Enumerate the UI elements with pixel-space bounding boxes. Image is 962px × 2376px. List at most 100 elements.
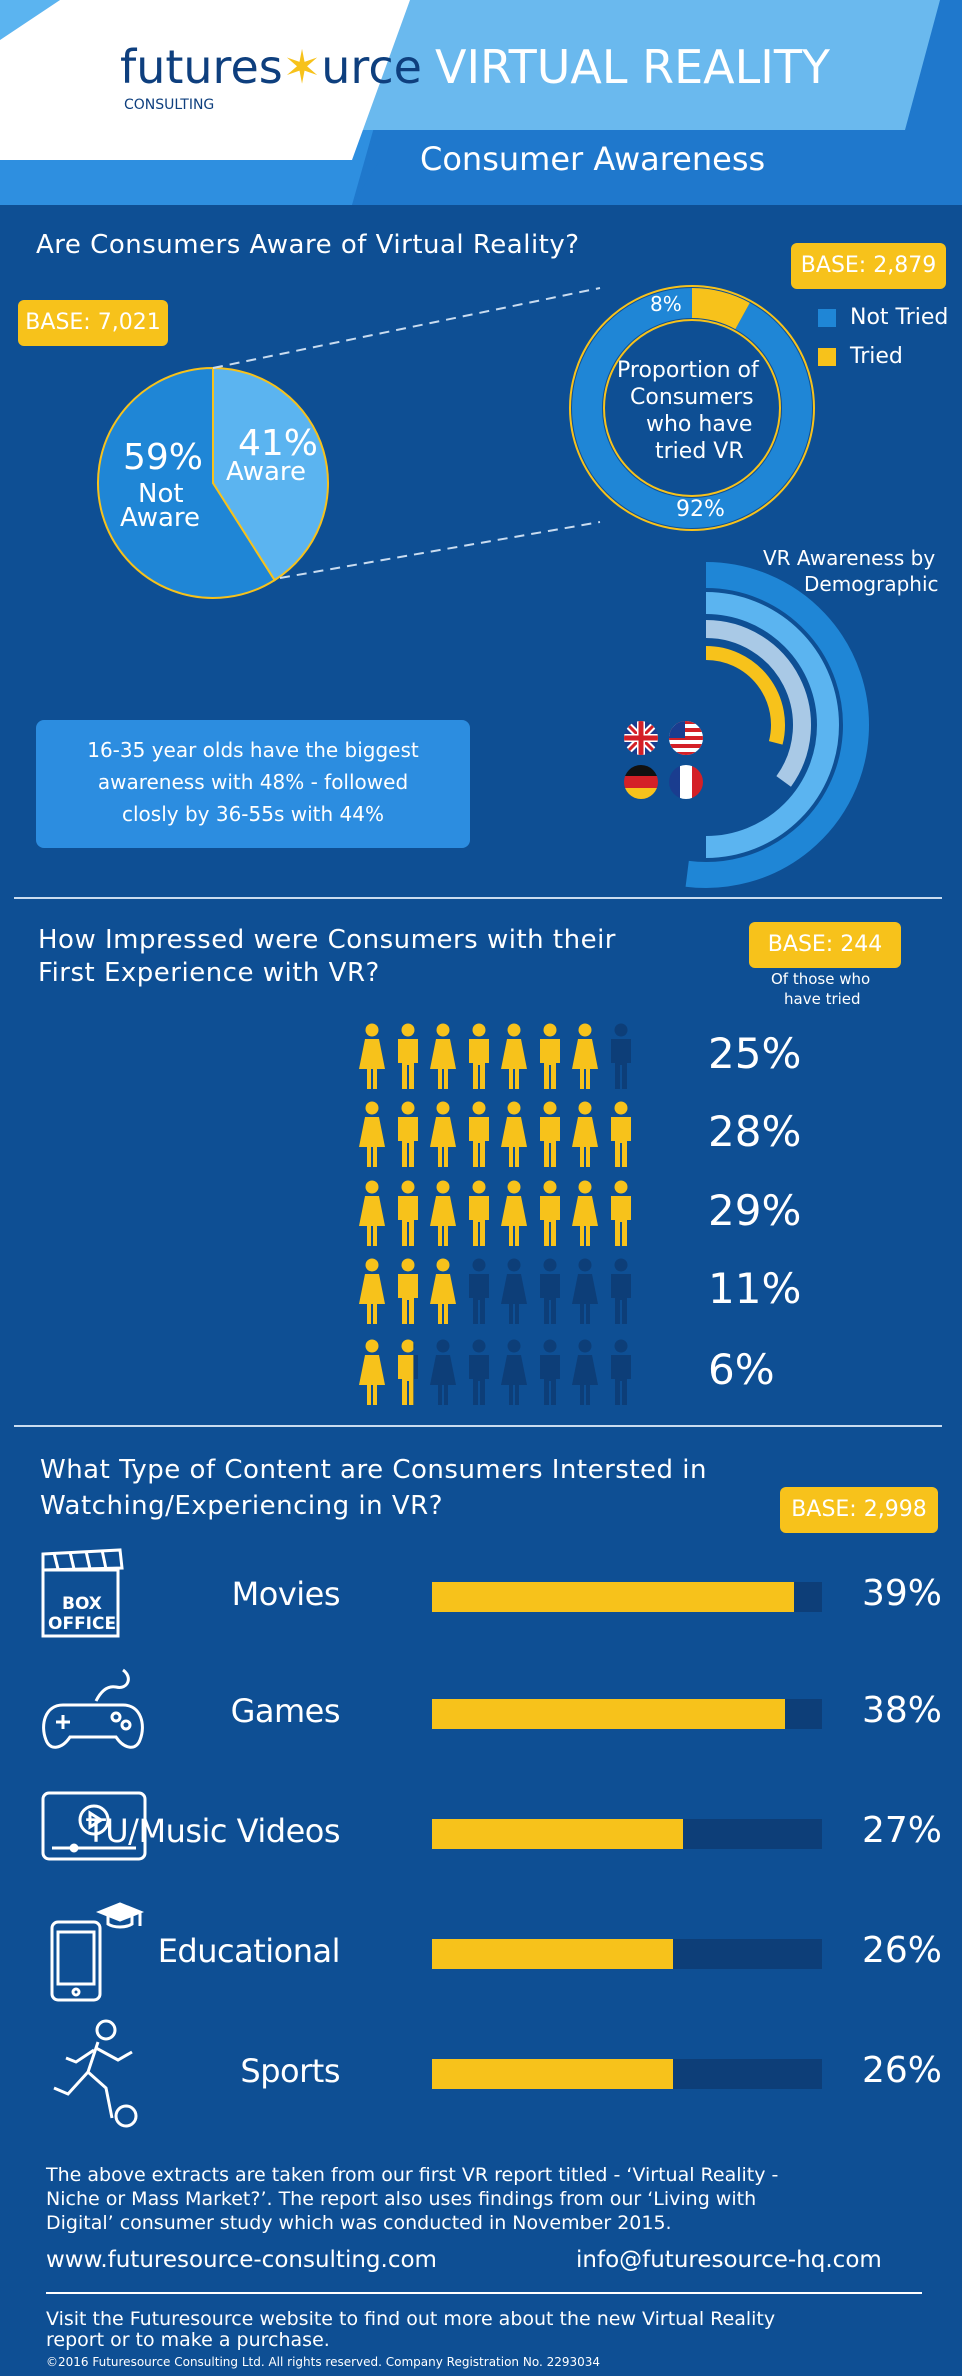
demo-arc-usa	[685, 562, 869, 888]
content-question-line1: What Type of Content are Consumers Inter…	[40, 1455, 707, 1485]
person-icon	[428, 1023, 458, 1095]
age-note-line2: awareness with 48% - followed	[97, 770, 409, 794]
person-icon	[535, 1339, 565, 1411]
content-bar-track	[432, 1699, 822, 1729]
content-category-label: Movies	[231, 1575, 341, 1613]
footer-visit-line2: report or to make a purchase.	[46, 2329, 330, 2351]
base-badge-right: BASE: 2,879	[791, 243, 946, 289]
content-bar-pct: 39%	[862, 1573, 943, 1614]
footer-email-link[interactable]: info@futuresource-hq.com	[576, 2247, 882, 2273]
donut-center-line3: who have	[646, 412, 753, 437]
person-icon	[428, 1339, 458, 1411]
demo-arc-france	[705, 620, 811, 787]
legend-not-tried-swatch	[818, 309, 836, 327]
content-bar-track	[432, 1819, 822, 1849]
content-base-badge: BASE: 2,998	[780, 1487, 938, 1533]
impressed-base-badge: BASE: 244	[749, 922, 901, 968]
content-bar-fill	[432, 1582, 795, 1612]
legend-tried-swatch	[818, 348, 836, 366]
brand-sub: CONSULTING	[124, 97, 215, 113]
divider-2	[14, 1425, 942, 1427]
flag-usa-icon	[669, 721, 703, 755]
football-player-icon	[53, 2019, 138, 2128]
content-category-label: Educational	[157, 1932, 341, 1970]
footer-rule	[46, 2292, 922, 2294]
content-bar-pct: 26%	[862, 2050, 943, 2091]
not-aware-pct: 59%	[123, 437, 204, 478]
footer-para-line2: Niche or Mass Market?’. The report also …	[46, 2188, 757, 2210]
person-icon	[357, 1101, 387, 1173]
not-aware-label2: Aware	[120, 503, 201, 533]
not-aware-label1: Not	[138, 479, 184, 509]
donut-outline	[569, 285, 815, 531]
impressed-question-line1: How Impressed were Consumers with their	[38, 925, 616, 955]
person-icon	[606, 1180, 636, 1252]
impressed-row-pct: 6%	[708, 1345, 775, 1394]
person-icon	[393, 1023, 423, 1095]
footer-website-link[interactable]: www.futuresource-consulting.com	[46, 2247, 437, 2273]
person-icon	[499, 1101, 529, 1173]
video-player-icon	[41, 1791, 147, 1861]
gamepad-icon	[42, 1668, 144, 1749]
person-icon	[535, 1023, 565, 1095]
flag-france-icon	[669, 765, 703, 799]
person-icon	[570, 1023, 600, 1095]
person-icon	[428, 1101, 458, 1173]
person-icon	[357, 1339, 387, 1411]
person-icon	[535, 1258, 565, 1330]
pie-slice-aware	[212, 366, 329, 582]
person-icon	[464, 1339, 494, 1411]
content-bar-fill	[432, 1939, 674, 1969]
awareness-charts	[97, 285, 869, 888]
impressed-base-note2: have tried	[784, 990, 861, 1008]
header-shapes	[0, 0, 962, 205]
content-bar-pct: 38%	[862, 1690, 943, 1731]
donut-inner-outline	[603, 319, 781, 497]
person-icon	[393, 1339, 423, 1411]
donut-not-tried-pct: 92%	[676, 497, 725, 522]
content-category-label: Sports	[240, 2052, 340, 2090]
person-icon	[357, 1023, 387, 1095]
impressed-row-pct: 29%	[708, 1186, 802, 1235]
base-badge-left: BASE: 7,021	[18, 300, 168, 346]
demo-arc-uk	[705, 592, 839, 858]
footer-para-line3: Digital’ consumer study which was conduc…	[46, 2212, 672, 2234]
person-icon	[499, 1023, 529, 1095]
impressed-base-note1: Of those who	[771, 970, 871, 988]
content-bar-fill	[432, 1819, 683, 1849]
content-bar-pct: 26%	[862, 1930, 943, 1971]
box-office-text-1: BOX	[62, 1594, 102, 1614]
impressed-row-pct: 25%	[708, 1029, 802, 1078]
header: futures✶urce CONSULTING VIRTUAL REALITY …	[0, 0, 962, 205]
impressed-row-pct: 28%	[708, 1107, 802, 1156]
demo-title-line2: Demographic	[804, 572, 939, 596]
person-icon	[393, 1101, 423, 1173]
footer-para-line1: The above extracts are taken from our fi…	[46, 2164, 779, 2186]
person-icon	[357, 1258, 387, 1330]
star-icon: ✶	[282, 40, 322, 94]
connector-top	[212, 287, 601, 369]
demo-arc-germany	[705, 646, 785, 745]
person-icon	[428, 1180, 458, 1252]
legend-not-tried: Not Tried	[850, 305, 949, 330]
aware-label: Aware	[226, 457, 307, 487]
content-bar-track	[432, 2059, 822, 2089]
brand-logo: futures✶urce	[120, 40, 422, 94]
donut-center-line1: Proportion of	[617, 358, 759, 383]
footer-visit-line1: Visit the Futuresource website to find o…	[46, 2308, 776, 2330]
person-icon	[499, 1180, 529, 1252]
person-icon	[428, 1258, 458, 1330]
content-category-label: TU/Music Videos	[86, 1812, 340, 1850]
age-note-box: 16-35 year olds have the biggest awarene…	[36, 720, 470, 848]
age-note-line1: 16-35 year olds have the biggest	[87, 738, 419, 762]
content-bar-fill	[432, 2059, 674, 2089]
content-bar-pct: 27%	[862, 1810, 943, 1851]
person-icon	[570, 1180, 600, 1252]
person-icon	[464, 1101, 494, 1173]
person-icon	[499, 1339, 529, 1411]
person-icon	[535, 1101, 565, 1173]
aware-pct: 41%	[238, 423, 319, 464]
person-icon	[464, 1258, 494, 1330]
page-subtitle: Consumer Awareness	[420, 140, 766, 178]
